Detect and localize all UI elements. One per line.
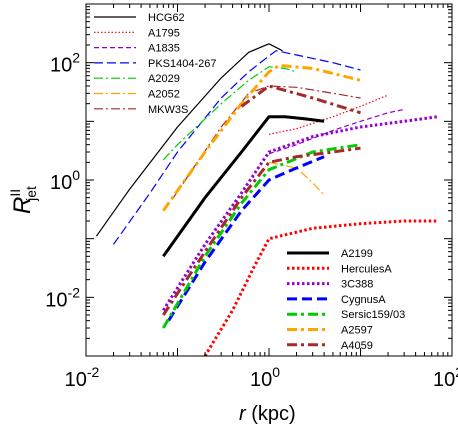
legend-label: HCG62 [148,12,185,24]
x-tick-label: 100 [250,364,280,391]
series-line-mkw3s [172,85,361,199]
y-axis-title: RIIjet [7,186,39,214]
legend-label: A2029 [148,73,180,85]
series-line-pks1404-267 [113,50,361,245]
series-line-3c388 [162,115,439,312]
series-line-herculesa [203,219,438,357]
series-line-cygnusa [167,155,325,322]
x-axis-title-unit: (kpc) [246,403,296,425]
legend-layer: HCG62 A1795 A1835 PKS1404-267 A2029 A2052 MKW3… [94,12,405,352]
legend-label: A2597 [341,325,373,337]
series-line-sersic159-03 [162,143,361,329]
y-tick-label: 102 [50,50,80,77]
series-line-a1835 [268,108,405,155]
legend-label: A1795 [148,27,180,39]
series-layer [95,43,439,357]
x-axis-title: r (kpc) [239,403,296,425]
series-line-a2052 [268,161,325,196]
legend-label: HerculesA [341,263,392,275]
legend-label: A1835 [148,43,180,55]
series-line-extra-0 [240,84,361,115]
x-tick-label: 102 [433,364,458,391]
series-line-a4059 [162,146,361,316]
x-axis-title-symbol: r [239,403,247,425]
series-line-a1795 [268,94,389,135]
series-line-a2597 [162,63,361,212]
series-line-hcg62 [95,43,283,237]
legend-label: 3C388 [341,279,373,291]
y-axis-title-symbol: R [9,197,36,214]
legend-label: Sersic159/03 [341,309,405,321]
series-line-a2199 [162,115,325,258]
legend-label: CygnusA [341,294,386,306]
x-tick-label: 10-2 [65,364,100,391]
legend-label: MKW3S [148,104,188,116]
ticks-layer: 10-2 100 102 10-2 100 102 [45,3,458,391]
legend-label: A2199 [341,248,373,260]
series-line-a2029 [162,66,297,161]
legend-label: A2052 [148,89,180,101]
y-axis-title-sup: II [7,189,23,197]
legend-label: PKS1404-267 [148,58,217,70]
y-tick-label: 10-2 [45,284,80,311]
y-axis-title-sub: jet [23,186,39,202]
legend-label: A4059 [341,340,373,352]
y-tick-label: 100 [50,167,80,194]
